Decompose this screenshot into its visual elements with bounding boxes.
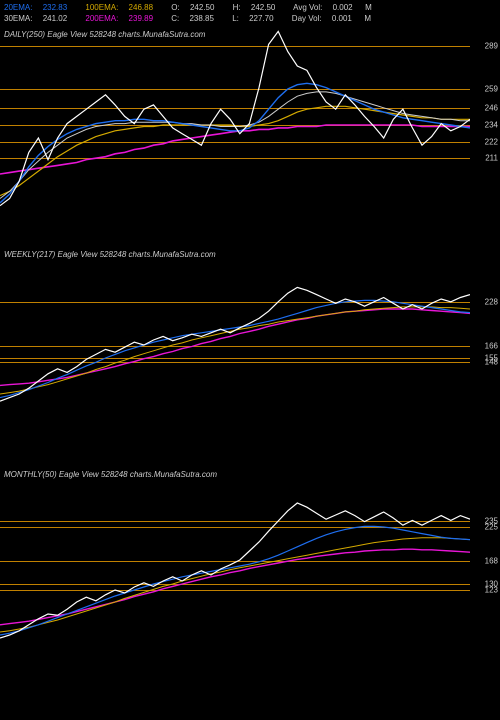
series-line: [0, 538, 470, 632]
ema200-stat: 200EMA: 239.89: [85, 14, 161, 23]
series-line: [0, 526, 470, 635]
panel-daily: DAILY(250) Eagle View 528248 charts.Muna…: [0, 30, 500, 210]
price-label: 123: [485, 586, 498, 595]
price-label: 289: [485, 41, 498, 50]
series-line: [0, 307, 470, 394]
series-line: [0, 287, 470, 401]
open-stat: O: 242.50: [171, 3, 222, 12]
avgvol-stat: Avg Vol: 0.002 M: [293, 3, 380, 12]
series-svg-monthly: [0, 470, 470, 650]
price-label: 225: [485, 523, 498, 532]
price-label: 166: [485, 342, 498, 351]
series-line: [0, 300, 470, 397]
panel-weekly: WEEKLY(217) Eagle View 528248 charts.Mun…: [0, 250, 500, 430]
high-stat: H: 242.50: [233, 3, 284, 12]
series-line: [0, 31, 470, 205]
series-line: [0, 92, 470, 199]
ema20-stat: 20EMA: 232.83: [4, 3, 75, 12]
price-label: 228: [485, 297, 498, 306]
close-stat: C: 238.85: [171, 14, 222, 23]
price-label: 259: [485, 85, 498, 94]
series-svg-weekly: [0, 250, 470, 430]
header-row-2: 30EMA: 241.02 200EMA: 239.89 C: 238.85 L…: [4, 13, 388, 24]
price-label: 211: [485, 154, 498, 163]
series-line: [0, 549, 470, 625]
series-line: [0, 106, 470, 195]
series-svg-daily: [0, 30, 470, 210]
price-label: 234: [485, 121, 498, 130]
ema30-stat: 30EMA: 241.02: [4, 14, 75, 23]
series-line: [0, 309, 470, 385]
price-label: 168: [485, 557, 498, 566]
panel-monthly: MONTHLY(50) Eagle View 528248 charts.Mun…: [0, 470, 500, 650]
header-row-1: 20EMA: 232.83 100EMA: 246.88 O: 242.50 H…: [4, 2, 388, 13]
dayvol-stat: Day Vol: 0.001 M: [292, 14, 379, 23]
series-line: [0, 503, 470, 638]
chart-container: 20EMA: 232.83 100EMA: 246.88 O: 242.50 H…: [0, 0, 500, 720]
price-label: 222: [485, 138, 498, 147]
low-stat: L: 227.70: [232, 14, 281, 23]
price-label: 148: [485, 358, 498, 367]
price-label: 246: [485, 103, 498, 112]
header-stats: 20EMA: 232.83 100EMA: 246.88 O: 242.50 H…: [4, 2, 388, 24]
ema100-stat: 100EMA: 246.88: [85, 3, 161, 12]
series-line: [0, 83, 470, 203]
